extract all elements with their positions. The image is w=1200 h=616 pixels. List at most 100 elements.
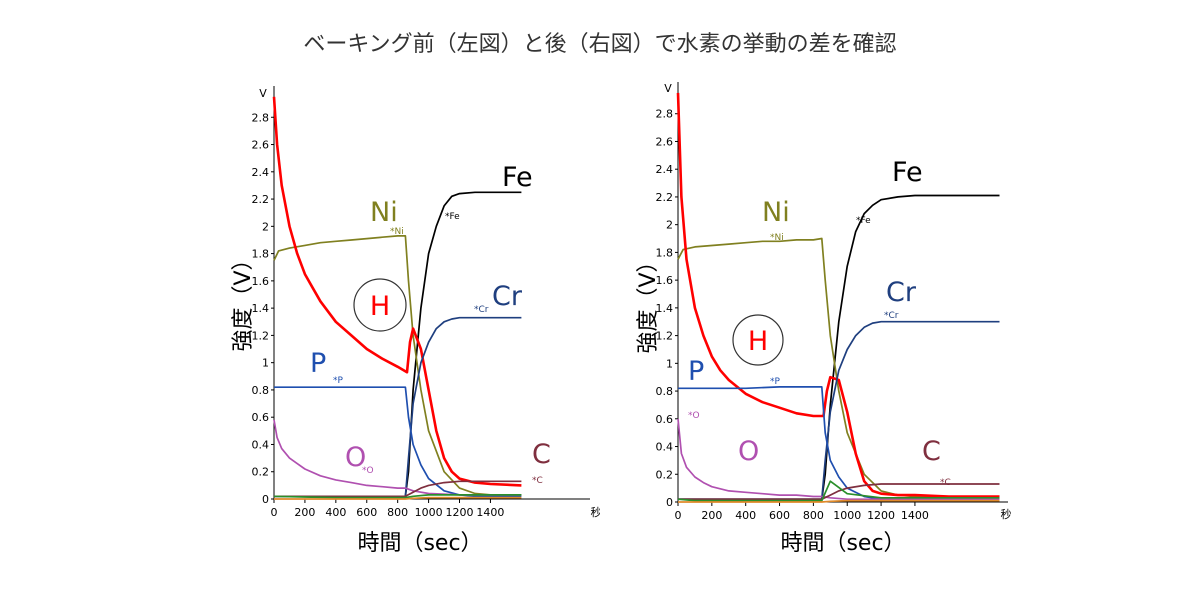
chart0-y-tick-label: 2.6 [252,139,270,152]
chart0-series-line-p [274,386,522,498]
chart0-x-tick-label: 1000 [415,506,443,519]
chart0-series-label-fe: Fe [502,162,533,193]
chart1-x-tick-label: 400 [735,509,756,522]
chart0-y-tick-label: 2 [262,220,269,233]
chart0-series-line-h [272,96,522,487]
chart0-series-line-fe [274,191,522,498]
chart0-y-tick-label: 0 [262,493,269,506]
chart1-series-line-fe [678,194,1000,501]
chart1-y-tick-label: 0.6 [656,413,674,426]
chart0-x-tick-label: 1400 [476,506,504,519]
chart0-x-axis-title: 時間（sec） [357,531,482,556]
chart1-series-line-c [678,483,1000,501]
chart0-y-tick-label: 1 [262,357,269,370]
chart1-y-tick-label: 0 [666,496,673,509]
chart1-y-tick-label: 1.2 [656,330,674,343]
chart0-y-tick-label: 2.4 [252,166,270,179]
chart0-series-label-ni: Ni [370,197,398,228]
chart1-x-tick-label: 1200 [867,509,895,522]
chart1-x-tick-label: 1400 [901,509,929,522]
chart0-y-axis-title: 強度（V） [231,248,256,351]
chart1-series-line-unlabeled-8 [678,499,1000,503]
chart0-y-tick-label: 2.8 [252,111,270,124]
chart1-series-label-ni: Ni [762,197,790,228]
chart0-x-tick-label: 1200 [446,506,474,519]
chart1-series-marker-p: *P [770,377,781,387]
chart0-x-tick-label: 800 [387,506,408,519]
chart0-series-marker-ni: *Ni [390,227,404,237]
chart1-y-tick-label: 1.8 [656,246,674,259]
chart1-x-axis-title: 時間（sec） [780,531,905,556]
chart1-series-label-cr: Cr [886,277,917,308]
chart0-series-marker-o: *O [362,466,374,476]
chart0-series-label-o: O [345,442,366,473]
chart0-y-tick-label: 1.2 [252,329,270,342]
page-title: ベーキング前（左図）と後（右図）で水素の挙動の差を確認 [303,32,897,57]
chart0-series-line-unlabeled-7 [273,494,522,499]
chart1-series-line-p [678,386,1000,501]
chart0-y-tick-label: 1.4 [252,302,270,315]
chart1-series-marker-fe: *Fe [856,216,871,226]
chart1-h-circle [732,314,784,366]
chart0-y-tick-label: 0.4 [252,438,270,451]
chart0-y-tick-label: 0.8 [252,384,270,397]
chart1-series-marker-c: *C [940,478,951,488]
chart0-series-line-cr [274,316,522,498]
chart1-y-tick-label: 1.6 [656,274,674,287]
chart0-series-marker-p: *P [333,376,344,386]
chart0-y-tick-label: 0.6 [252,411,270,424]
chart0-y-tick-label: 1.8 [252,248,270,261]
chart0-series-line-ni [273,235,522,496]
chart0-y-unit-label: V [259,87,267,100]
chart1-series-line-unlabeled-7 [677,480,1000,502]
chart1-series-label-p: P [688,356,704,387]
chart0-x-tick-label: 200 [294,506,315,519]
chart1-y-tick-label: 2.4 [656,163,674,176]
chart-left: 0 0.2 0.4 0.6 0.8 1 1.2 1.4 1.6 1.8 2 2.2 2.4 2.6 2.8 0… [231,86,601,556]
chart1-y-axis-title: 強度（V） [636,250,661,353]
chart1-x-tick-label: 0 [675,509,682,522]
chart0-x-tick-label: 400 [325,506,346,519]
chart1-x-tick-label: 1000 [833,509,861,522]
chart1-series-line-o [677,418,1000,501]
chart1-y-tick-label: 1.4 [656,302,674,315]
chart0-series-label-c: C [532,439,551,470]
chart0-series-line-c [274,480,522,498]
chart1-y-tick-label: 2.2 [656,191,674,204]
chart0-series-marker-cr: *Cr [474,305,489,315]
chart1-series-marker-cr: *Cr [884,311,899,321]
chart0-series-label-p: P [310,348,326,379]
chart1-series-label-h: H [748,326,768,357]
chart1-series-marker-ni: *Ni [770,233,784,243]
chart1-y-tick-label: 0.2 [656,468,674,481]
chart1-series-label-o: O [738,436,759,467]
chart1-x-tick-label: 800 [803,509,824,522]
chart1-x-tick-label: 600 [769,509,790,522]
chart1-series-marker-o: *O [688,411,700,421]
chart1-y-tick-label: 2.8 [656,108,674,121]
chart1-series-line-cr [678,320,1000,501]
chart-right: 0 0.2 0.4 0.6 0.8 1 1.2 1.4 1.6 1.8 2 2.2 2.4 2.6 2.8 0… [636,82,1012,556]
chart0-x-unit-label: 秒 [591,505,601,519]
chart0-x-tick-label: 600 [356,506,377,519]
chart1-series-label-c: C [922,436,941,467]
chart1-y-unit-label: V [664,82,672,95]
chart0-h-circle [353,278,407,332]
chart0-series-line-unlabeled-8 [274,496,522,500]
chart1-series-label-fe: Fe [892,157,923,188]
chart1-x-tick-label: 200 [701,509,722,522]
chart1-y-tick-label: 0.8 [656,385,674,398]
chart0-series-marker-fe: *Fe [445,212,460,222]
chart1-y-tick-label: 1 [666,357,673,370]
chart1-y-tick-label: 2.6 [656,135,674,148]
chart0-x-tick-label: 0 [271,506,278,519]
chart1-y-tick-label: 0.4 [656,441,674,454]
chart0-series-label-cr: Cr [492,281,523,312]
chart1-series-line-ni [677,237,1000,498]
chart1-y-tick-label: 2 [666,219,673,232]
chart0-y-tick-label: 2.2 [252,193,270,206]
chart0-y-tick-label: 1.6 [252,275,270,288]
chart0-series-marker-c: *C [532,476,543,486]
chart1-x-unit-label: 秒 [1001,507,1012,521]
chart1-series-line-h [676,92,1000,498]
